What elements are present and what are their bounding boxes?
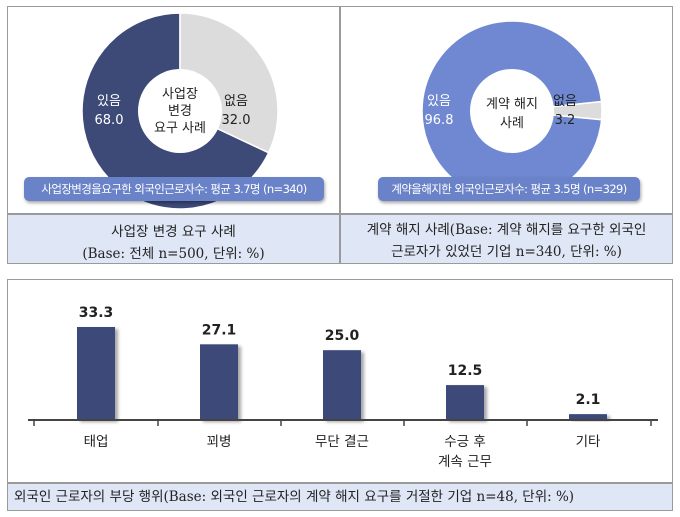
donut-center-label: 계약 해지 bbox=[486, 97, 538, 112]
donut-panel-contract-termination: 계약 해지 사례 있음 96.8 없음 3.2 계약을해지한 외국인근로자수: 평균 … bbox=[340, 6, 673, 214]
x-tick-label: 수긍 후 bbox=[444, 434, 486, 450]
donut-category-label: 있음 bbox=[97, 94, 121, 109]
donut-chart-workplace-change: 사업장 변경 요구 사례 있음 68.0 없음 32.0 bbox=[81, 12, 279, 210]
bar bbox=[200, 344, 238, 420]
donut-value-label: 32.0 bbox=[222, 113, 251, 128]
donut-value-label: 96.8 bbox=[425, 113, 454, 128]
caption-title: 계약 해지 사례(Base: 계약 해지를 요구한 외국인 bbox=[366, 222, 647, 238]
caption-title: 사업장 변경 요구 사례 bbox=[111, 224, 236, 240]
donut-category-label: 있음 bbox=[427, 94, 451, 109]
donut-category-label: 없음 bbox=[553, 94, 577, 109]
donut-center-label: 요구 사례 bbox=[154, 121, 206, 136]
caption-workplace-change: 사업장 변경 요구 사례 (Base: 전체 n=500, 단위: %) bbox=[7, 214, 340, 264]
donut-slice-no bbox=[511, 100, 603, 121]
x-tick-label: 기타 bbox=[576, 434, 601, 450]
average-workers-badge: 사업장변경을요구한 외국인근로자수: 평균 3.7명 (n=340) bbox=[24, 177, 324, 201]
bar-value-label: 12.5 bbox=[448, 363, 483, 379]
donut-value-label: 3.2 bbox=[555, 113, 576, 128]
bar bbox=[569, 414, 607, 420]
bar-chart-unfair-behavior: 33.3 27.1 25.0 12.5 2.1 태업 꾀병 무단 결근 수긍 후계속 근무 기타 bbox=[28, 305, 658, 470]
bar bbox=[77, 327, 115, 420]
donut-hole bbox=[470, 69, 554, 153]
bar-value-label: 27.1 bbox=[202, 322, 237, 338]
caption-base: 근로자가 있었던 기업 n=340, 단위: %) bbox=[391, 244, 622, 260]
x-tick-label: 무단 결근 bbox=[315, 434, 369, 450]
donut-value-label: 68.0 bbox=[95, 113, 124, 128]
donut-center-label: 사업장 bbox=[162, 87, 198, 102]
donut-panel-workplace-change: 사업장 변경 요구 사례 있음 68.0 없음 32.0 사업장변경을요구한 외국인근… bbox=[7, 6, 340, 214]
donut-chart-contract-termination: 계약 해지 사례 있음 96.8 없음 3.2 bbox=[421, 20, 603, 202]
bar-value-label: 25.0 bbox=[325, 328, 360, 344]
x-tick-label: 태업 bbox=[84, 434, 109, 450]
caption-contract-termination: 계약 해지 사례(Base: 계약 해지를 요구한 외국인 근로자가 있었던 기… bbox=[340, 214, 673, 264]
x-tick-label: 꾀병 bbox=[207, 434, 232, 450]
donut-hole bbox=[138, 69, 222, 153]
donut-category-label: 없음 bbox=[224, 94, 248, 109]
bar-value-label: 33.3 bbox=[79, 305, 114, 321]
x-tick-label: 계속 근무 bbox=[438, 454, 492, 470]
bar bbox=[323, 350, 361, 420]
bar-value-label: 2.1 bbox=[576, 392, 601, 408]
donut-center-label: 변경 bbox=[168, 104, 192, 119]
average-workers-badge: 계약을해지한 외국인근로자수: 평균 3.5명 (n=329) bbox=[378, 177, 640, 201]
caption-base: (Base: 전체 n=500, 단위: %) bbox=[82, 246, 265, 262]
donut-center-label: 사례 bbox=[500, 116, 524, 131]
caption-unfair-behavior: 외국인 근로자의 부당 행위(Base: 외국인 근로자의 계약 해지 요구를 … bbox=[7, 483, 673, 511]
bar bbox=[446, 385, 484, 420]
